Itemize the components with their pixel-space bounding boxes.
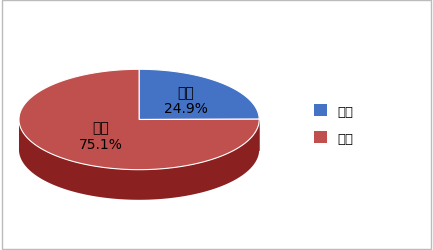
Polygon shape	[19, 70, 259, 170]
Text: ない
75.1%: ない 75.1%	[79, 121, 123, 151]
Legend: ある, ない: ある, ない	[314, 105, 354, 145]
Text: ある
24.9%: ある 24.9%	[164, 86, 207, 116]
Polygon shape	[139, 70, 259, 120]
Polygon shape	[19, 121, 259, 200]
